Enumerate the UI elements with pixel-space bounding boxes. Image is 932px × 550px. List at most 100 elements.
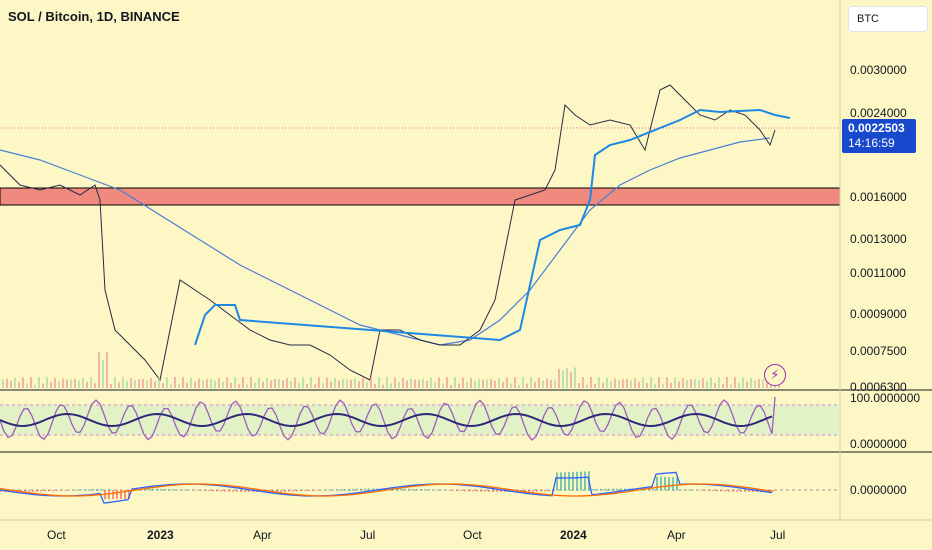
volume-bar: [18, 382, 20, 388]
volume-bar: [190, 377, 192, 388]
macd-histogram-bar: [96, 489, 98, 491]
macd-histogram-bar: [684, 489, 686, 491]
volume-bar: [250, 377, 252, 388]
macd-histogram-bar: [212, 490, 214, 492]
volume-bar: [198, 378, 200, 388]
volume-bar: [626, 378, 628, 388]
macd-histogram-bar: [332, 489, 334, 491]
volume-bar: [322, 383, 324, 388]
macd-histogram-bar: [572, 471, 574, 491]
volume-bar: [502, 381, 504, 388]
volume-bar: [118, 382, 120, 388]
current-price-tag: 0.0022503 14:16:59: [842, 119, 916, 153]
macd-histogram-bar: [672, 477, 674, 491]
macd-histogram-bar: [412, 488, 414, 491]
volume-bar: [306, 384, 308, 388]
macd-histogram-bar: [696, 489, 698, 491]
macd-histogram-bar: [60, 490, 62, 491]
volume-bar: [270, 380, 272, 388]
macd-histogram-bar: [284, 490, 286, 492]
macd-histogram: [0, 471, 774, 500]
macd-histogram-bar: [608, 488, 610, 491]
macd-histogram-bar: [124, 490, 126, 500]
macd-histogram-bar: [328, 489, 330, 491]
volume-bar: [58, 380, 60, 388]
macd-histogram-bar: [28, 490, 30, 492]
macd-histogram-bar: [420, 489, 422, 491]
volume-bar: [530, 377, 532, 388]
macd-histogram-bar: [360, 488, 362, 491]
volume-bar: [298, 382, 300, 388]
macd-histogram-bar: [492, 490, 494, 492]
volume-bar: [514, 377, 516, 388]
macd-histogram-bar: [604, 488, 606, 491]
macd-histogram-bar: [252, 490, 254, 492]
volume-bar: [34, 384, 36, 388]
volume-bar: [706, 381, 708, 388]
macd-histogram-bar: [476, 490, 478, 492]
volume-bar: [30, 377, 32, 388]
volume-bar: [458, 383, 460, 388]
macd-histogram-bar: [456, 490, 458, 491]
moving-average-line: [0, 137, 771, 346]
volume-bar: [178, 384, 180, 388]
volume-bar: [430, 377, 432, 388]
macd-histogram-bar: [532, 490, 534, 492]
macd-histogram-bar: [24, 490, 26, 492]
macd-histogram-bar: [112, 490, 114, 500]
volume-bar: [482, 379, 484, 388]
macd-histogram-bar: [296, 490, 298, 492]
currency-selector[interactable]: BTC: [848, 6, 928, 32]
time-axis-label: Apr: [253, 528, 272, 542]
volume-bar: [122, 377, 124, 388]
macd-histogram-bar: [592, 489, 594, 491]
macd-histogram-bar: [128, 490, 130, 500]
macd-histogram-bar: [752, 490, 754, 492]
volume-bar: [570, 371, 572, 388]
volume-bar: [670, 382, 672, 388]
macd-histogram-bar: [400, 488, 402, 491]
macd-histogram-bar: [116, 490, 118, 500]
rsi-band: [0, 405, 840, 435]
volume-bars: [2, 352, 780, 388]
time-axis-label: Jul: [360, 528, 376, 542]
volume-bar: [354, 378, 356, 388]
macd-histogram-bar: [648, 488, 650, 491]
macd-histogram-bar: [584, 471, 586, 491]
macd-histogram-bar: [120, 490, 122, 500]
macd-histogram-bar: [612, 488, 614, 491]
volume-bar: [22, 377, 24, 388]
volume-bar: [238, 384, 240, 388]
volume-bar: [762, 379, 764, 388]
volume-bar: [194, 381, 196, 388]
volume-bar: [586, 384, 588, 388]
macd-histogram-bar: [680, 489, 682, 491]
volume-bar: [390, 383, 392, 388]
macd-histogram-bar: [720, 490, 722, 492]
volume-bar: [150, 378, 152, 388]
macd-histogram-bar: [564, 472, 566, 491]
volume-bar: [630, 380, 632, 388]
volume-bar: [366, 382, 368, 388]
volume-bar: [222, 381, 224, 388]
time-axis-label: Oct: [47, 528, 66, 542]
volume-bar: [486, 379, 488, 388]
volume-bar: [410, 378, 412, 388]
macd-histogram-bar: [0, 490, 2, 492]
volume-bar: [134, 379, 136, 388]
macd-histogram-bar: [396, 488, 398, 491]
macd-histogram-bar: [652, 488, 654, 491]
volume-bar: [142, 378, 144, 388]
volume-bar: [594, 383, 596, 388]
macd-histogram-bar: [196, 490, 198, 491]
volume-bar: [386, 377, 388, 388]
volume-bar: [622, 379, 624, 388]
macd-histogram-bar: [748, 490, 750, 492]
lightning-icon[interactable]: ⚡: [764, 364, 786, 386]
volume-bar: [426, 380, 428, 388]
macd-histogram-bar: [180, 489, 182, 491]
macd-histogram-bar: [736, 490, 738, 492]
macd-histogram-bar: [184, 489, 186, 491]
volume-bar: [130, 378, 132, 388]
